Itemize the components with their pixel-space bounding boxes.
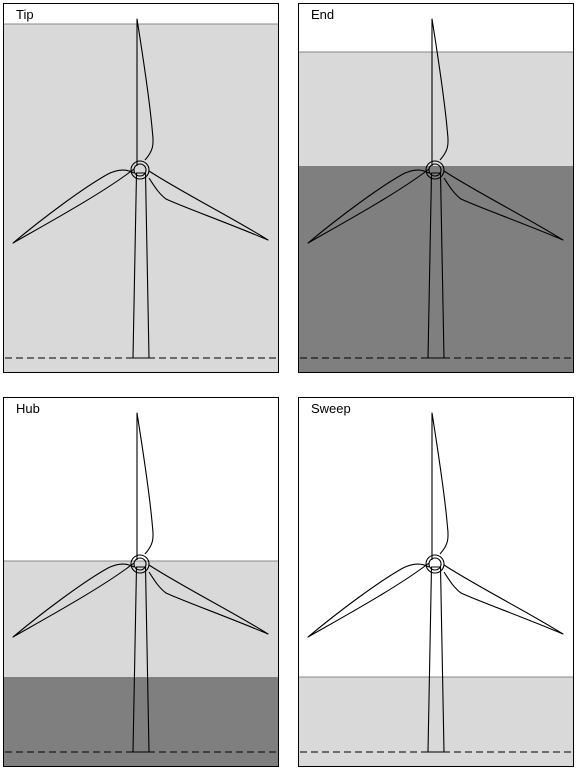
turbine-diagram-sweep: Sweep [298, 397, 574, 767]
blade-end-zone-band [298, 677, 574, 767]
panel-label: Sweep [311, 401, 351, 416]
tip-zone-band [3, 24, 279, 373]
panel-label: Tip [16, 7, 34, 22]
hub-zone-band [298, 166, 574, 373]
blade-end-zone-band [3, 677, 279, 767]
panel-tip: Tip [3, 3, 279, 373]
panel-label: End [311, 7, 334, 22]
turbine-diagram-hub: Hub [3, 397, 279, 767]
panel-sweep: Sweep [298, 397, 574, 767]
panel-end: End [298, 3, 574, 373]
panel-hub: Hub [3, 397, 279, 767]
turbine-diagram-tip: Tip [3, 3, 279, 373]
panel-label: Hub [16, 401, 40, 416]
turbine-diagram-end: End [298, 3, 574, 373]
